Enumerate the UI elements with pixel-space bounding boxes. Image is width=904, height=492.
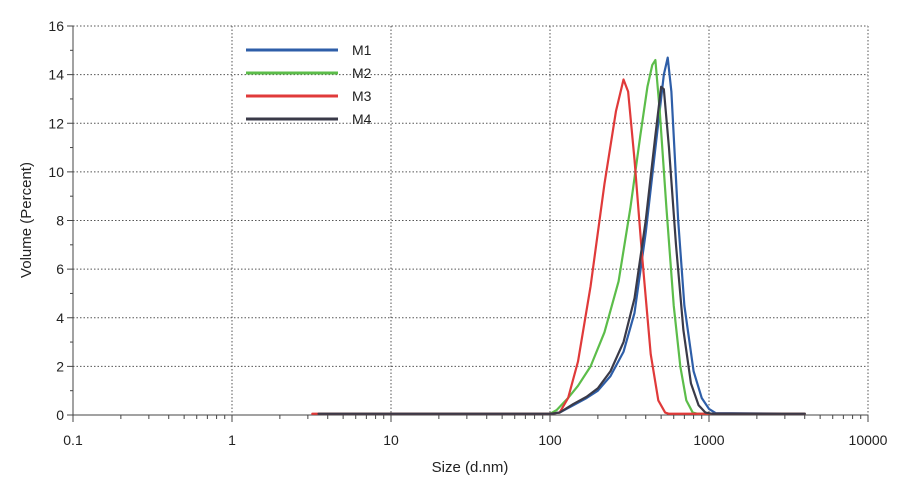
series-line-m3 bbox=[311, 78, 806, 415]
x-axis-label: Size (d.nm) bbox=[432, 459, 509, 476]
x-tick-label: 1000 bbox=[693, 432, 724, 448]
y-tick-label: 4 bbox=[56, 310, 64, 326]
data-series bbox=[311, 56, 806, 415]
y-tick-label: 10 bbox=[48, 164, 64, 180]
x-tick-label: 0.1 bbox=[63, 432, 83, 448]
x-tick-label: 1 bbox=[228, 432, 236, 448]
series-line-m4 bbox=[317, 85, 806, 415]
y-tick-label: 8 bbox=[56, 213, 64, 229]
x-tick-label: 10 bbox=[383, 432, 399, 448]
y-tick-label: 2 bbox=[56, 358, 64, 374]
y-tick-label: 0 bbox=[56, 407, 64, 423]
tick-labels: 0 2 4 6 8 10 12 14 16 0.1 1 10 100 1000 10000 bbox=[48, 18, 887, 448]
x-tick-label: 100 bbox=[538, 432, 562, 448]
legend-label-m2: M2 bbox=[352, 65, 372, 81]
x-tick-label: 10000 bbox=[849, 432, 888, 448]
legend-label-m4: M4 bbox=[352, 111, 372, 127]
legend: M1 M2 M3 M4 bbox=[246, 42, 372, 127]
y-tick-label: 16 bbox=[48, 18, 64, 34]
grid-lines bbox=[73, 25, 869, 415]
y-axis-label: Volume (Percent) bbox=[18, 162, 35, 278]
legend-label-m1: M1 bbox=[352, 42, 372, 58]
y-tick-label: 6 bbox=[56, 261, 64, 277]
y-tick-label: 14 bbox=[48, 67, 64, 83]
legend-label-m3: M3 bbox=[352, 88, 372, 104]
axes bbox=[67, 25, 869, 422]
series-line-m2 bbox=[319, 58, 806, 415]
y-tick-label: 12 bbox=[48, 115, 64, 131]
